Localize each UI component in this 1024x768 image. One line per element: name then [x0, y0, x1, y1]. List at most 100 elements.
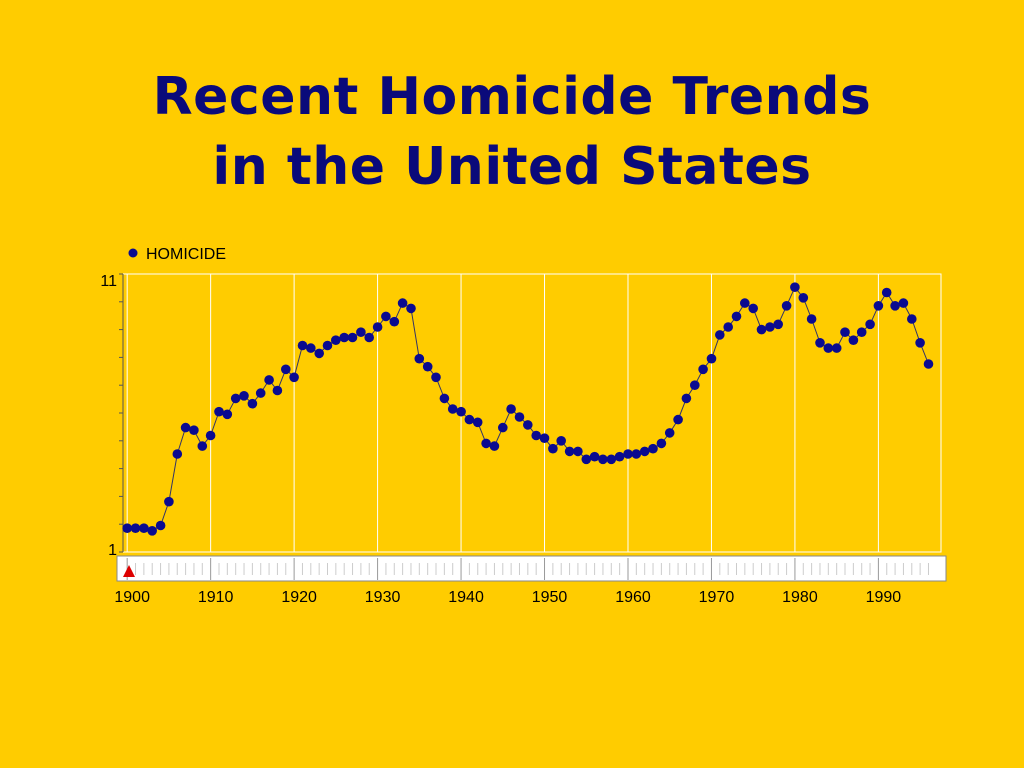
data-point-1960 [623, 449, 633, 459]
data-point-1942 [472, 417, 483, 428]
data-point-1901 [130, 523, 141, 533]
data-point-1950 [539, 433, 550, 444]
data-point-1954 [573, 446, 583, 457]
data-point-1958 [606, 454, 617, 465]
data-point-1951 [548, 443, 558, 454]
x-tick-label-1940: 1940 [448, 589, 484, 606]
data-point-1963 [648, 443, 658, 454]
timeline-position-marker[interactable] [123, 565, 135, 577]
data-point-1933 [397, 298, 408, 308]
data-point-1995 [915, 338, 925, 348]
data-point-1953 [564, 446, 575, 457]
data-point-1917 [264, 375, 274, 385]
data-point-1931 [381, 311, 391, 322]
data-point-1904 [155, 520, 166, 531]
data-point-1908 [189, 425, 199, 436]
data-point-1964 [656, 438, 667, 449]
data-point-1956 [589, 451, 600, 462]
data-point-1910 [205, 430, 216, 441]
data-point-1919 [281, 364, 291, 375]
data-point-1988 [856, 327, 867, 338]
data-point-1957 [598, 454, 608, 465]
data-point-1903 [147, 526, 157, 536]
data-point-1948 [523, 420, 533, 430]
data-point-1929 [364, 332, 375, 343]
data-point-1978 [773, 319, 783, 330]
data-point-1920 [289, 372, 299, 383]
x-tick-label-1970: 1970 [699, 589, 735, 606]
data-point-1983 [815, 338, 825, 348]
data-point-1986 [840, 327, 850, 338]
x-tick-label-1900: 1900 [114, 589, 150, 606]
x-tick-label-1990: 1990 [866, 589, 902, 606]
timeline-slider[interactable] [116, 555, 947, 582]
data-point-1972 [723, 322, 733, 332]
data-point-1980 [790, 282, 800, 293]
data-point-1938 [439, 393, 450, 404]
data-point-1932 [389, 316, 400, 327]
homicide-series-line [127, 286, 929, 532]
x-tick-label-1980: 1980 [782, 589, 818, 606]
data-point-1961 [631, 449, 642, 459]
data-point-1970 [706, 353, 717, 364]
x-tick-label-1930: 1930 [365, 589, 401, 606]
data-point-1916 [255, 388, 266, 398]
data-point-1979 [781, 301, 792, 311]
data-point-1937 [431, 372, 441, 383]
data-point-1918 [272, 385, 283, 396]
data-point-1909 [197, 441, 208, 451]
plot-frame [122, 273, 942, 553]
data-point-1985 [831, 343, 842, 353]
slide-title-line-2: in the United States [212, 137, 812, 197]
data-point-1913 [230, 393, 241, 404]
x-tick-label-1910: 1910 [198, 589, 234, 606]
data-point-1911 [214, 406, 224, 417]
x-tick-label-1950: 1950 [532, 589, 568, 606]
data-point-1923 [314, 348, 325, 359]
data-point-1989 [865, 319, 875, 330]
data-point-1928 [356, 327, 366, 338]
data-point-1945 [498, 422, 508, 433]
data-point-1927 [347, 332, 358, 343]
data-point-1907 [180, 422, 191, 433]
data-point-1915 [247, 398, 258, 409]
data-point-1974 [740, 298, 750, 308]
data-point-1936 [422, 361, 433, 372]
timeline-track [116, 555, 947, 582]
data-point-1935 [414, 353, 425, 364]
data-point-1982 [806, 314, 817, 324]
data-point-1934 [406, 303, 416, 314]
data-point-1969 [698, 364, 708, 375]
data-point-1944 [489, 441, 500, 451]
y-tick-label-1: 1 [108, 542, 117, 559]
legend-label-homicide: HOMICIDE [146, 246, 226, 263]
data-point-1973 [731, 311, 742, 322]
y-tick-label-11: 11 [100, 273, 117, 290]
data-point-1993 [898, 298, 909, 308]
data-point-1967 [681, 393, 692, 404]
data-point-1902 [139, 523, 149, 533]
data-point-1987 [848, 335, 859, 346]
data-point-1930 [372, 322, 383, 332]
data-point-1962 [639, 446, 650, 457]
data-point-1996 [923, 359, 934, 369]
data-point-1992 [890, 301, 900, 311]
data-point-1968 [690, 380, 700, 391]
data-point-1984 [823, 343, 834, 353]
data-point-1921 [297, 340, 308, 351]
data-point-1900 [122, 523, 132, 533]
data-point-1922 [306, 343, 316, 353]
data-point-1990 [873, 301, 884, 311]
data-point-1949 [531, 430, 541, 441]
data-point-1977 [765, 322, 775, 332]
data-point-1906 [172, 449, 183, 459]
data-point-1965 [664, 428, 675, 438]
data-point-1943 [481, 438, 491, 449]
data-point-1914 [239, 391, 249, 401]
data-point-1924 [322, 340, 333, 351]
slide-title: Recent Homicide Trends in the United Sta… [0, 62, 1024, 202]
slide-title-line-1: Recent Homicide Trends [152, 67, 872, 127]
data-point-1926 [339, 332, 350, 343]
data-point-1994 [907, 314, 917, 324]
